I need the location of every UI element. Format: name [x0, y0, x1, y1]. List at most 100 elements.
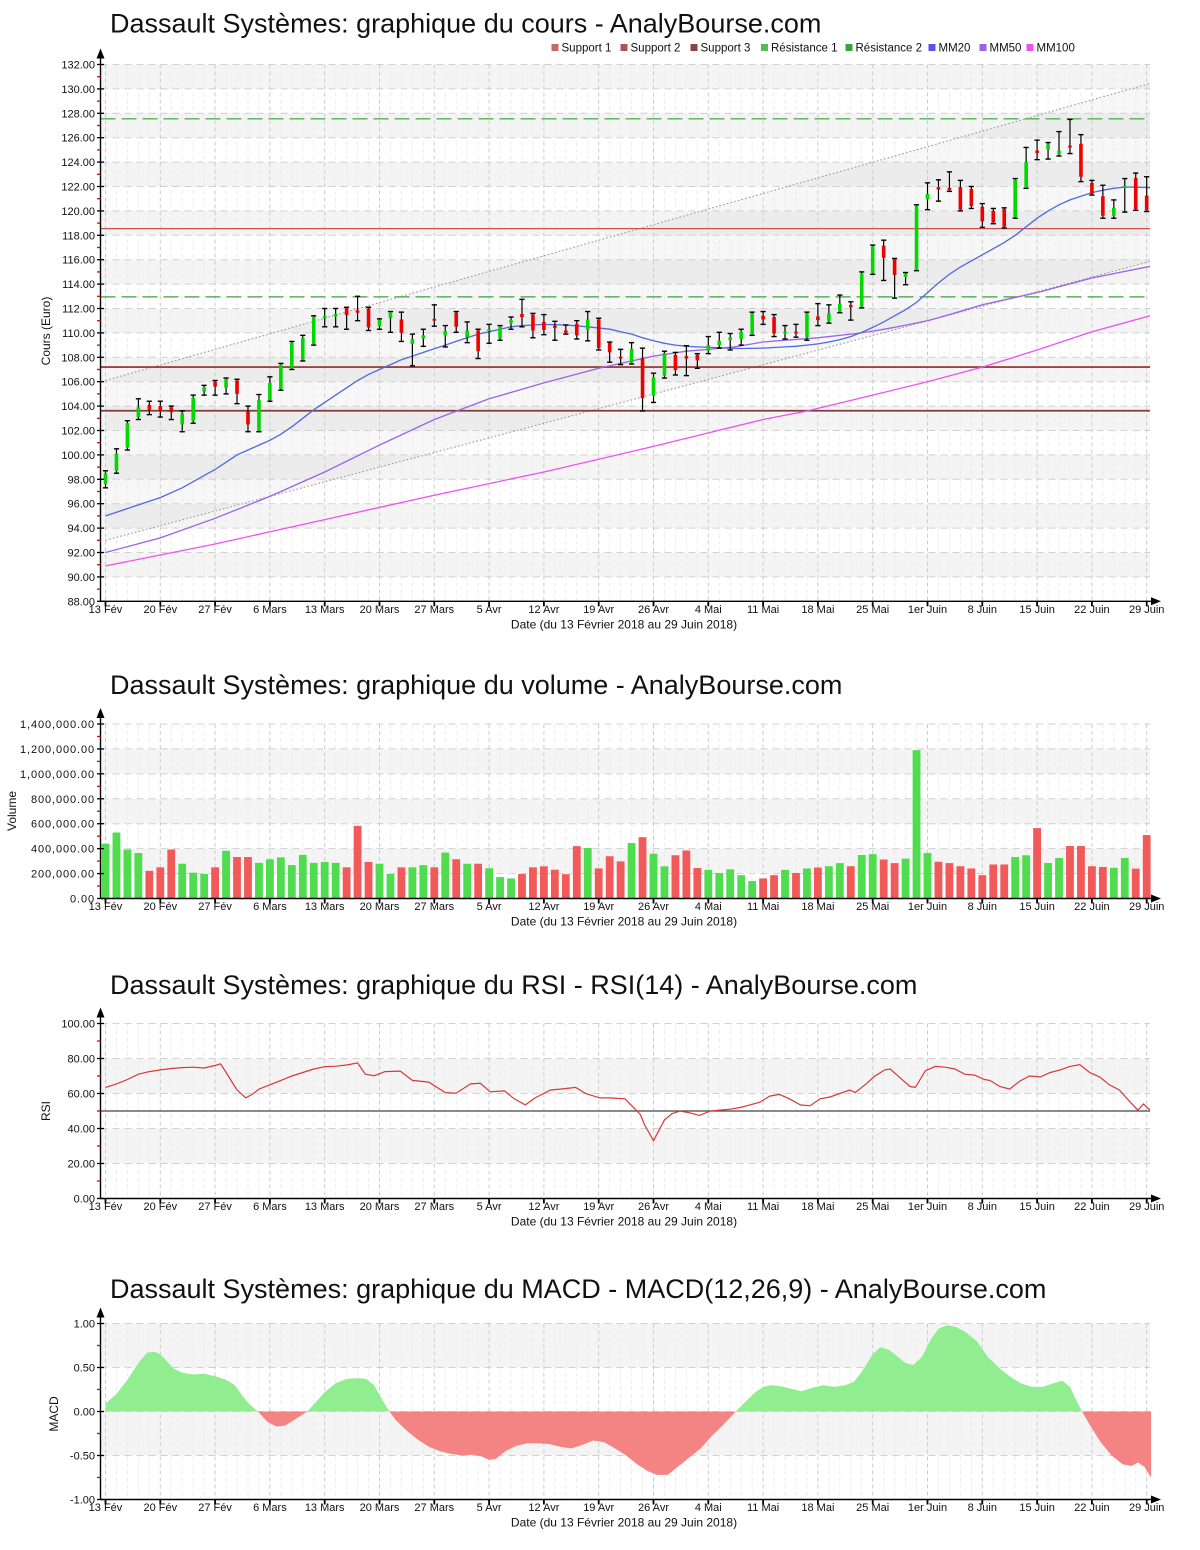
svg-text:200,000.00: 200,000.00 [31, 869, 95, 881]
svg-text:Support 1: Support 1 [562, 43, 612, 55]
svg-text:13 Mars: 13 Mars [305, 1502, 345, 1514]
svg-text:5 Avr: 5 Avr [477, 1201, 502, 1213]
svg-text:1.00: 1.00 [74, 1319, 95, 1331]
svg-text:80.00: 80.00 [67, 1054, 95, 1066]
svg-text:92.00: 92.00 [67, 548, 95, 560]
svg-text:13 Mars: 13 Mars [305, 1201, 345, 1213]
svg-text:128.00: 128.00 [61, 108, 95, 120]
svg-text:110.00: 110.00 [62, 328, 95, 340]
svg-text:100.00: 100.00 [61, 1019, 95, 1031]
svg-text:12 Avr: 12 Avr [528, 901, 559, 913]
svg-text:26 Avr: 26 Avr [638, 901, 669, 913]
svg-text:13 Fév: 13 Fév [89, 604, 123, 616]
svg-text:8 Juin: 8 Juin [968, 1502, 997, 1514]
svg-text:4 Mai: 4 Mai [695, 1502, 722, 1514]
svg-text:122.00: 122.00 [61, 182, 95, 194]
svg-text:19 Avr: 19 Avr [583, 901, 614, 913]
svg-text:Dassault Systèmes: graphique d: Dassault Systèmes: graphique du MACD - M… [110, 1274, 1046, 1304]
svg-text:19 Avr: 19 Avr [583, 604, 614, 616]
svg-text:11 Mai: 11 Mai [747, 1201, 779, 1213]
svg-text:4 Mai: 4 Mai [695, 1201, 722, 1213]
svg-text:124.00: 124.00 [61, 157, 95, 169]
svg-text:100.00: 100.00 [61, 450, 95, 462]
svg-text:116.00: 116.00 [62, 255, 95, 267]
svg-text:26 Avr: 26 Avr [638, 604, 669, 616]
svg-text:27 Fév: 27 Fév [198, 1502, 232, 1514]
svg-text:29 Juin: 29 Juin [1129, 604, 1164, 616]
svg-text:19 Avr: 19 Avr [583, 1502, 614, 1514]
svg-text:20 Mars: 20 Mars [360, 1502, 400, 1514]
svg-text:25 Mai: 25 Mai [856, 901, 889, 913]
svg-text:98.00: 98.00 [67, 474, 95, 486]
svg-text:120.00: 120.00 [61, 206, 95, 218]
svg-text:25 Mai: 25 Mai [856, 604, 889, 616]
svg-text:20.00: 20.00 [67, 1159, 95, 1171]
svg-text:Résistance 2: Résistance 2 [856, 43, 922, 55]
svg-text:12 Avr: 12 Avr [528, 604, 559, 616]
svg-text:13 Mars: 13 Mars [305, 604, 345, 616]
svg-text:8 Juin: 8 Juin [968, 901, 997, 913]
svg-text:15 Juin: 15 Juin [1019, 604, 1054, 616]
svg-text:88.00: 88.00 [67, 596, 95, 608]
svg-text:1er Juin: 1er Juin [908, 1502, 947, 1514]
svg-text:1,200,000.00: 1,200,000.00 [20, 744, 95, 756]
svg-text:29 Juin: 29 Juin [1129, 1502, 1164, 1514]
svg-text:6 Mars: 6 Mars [253, 1502, 287, 1514]
svg-text:0.00: 0.00 [70, 894, 95, 906]
svg-text:1er Juin: 1er Juin [908, 604, 947, 616]
svg-text:114.00: 114.00 [62, 279, 95, 291]
svg-text:15 Juin: 15 Juin [1019, 1502, 1054, 1514]
svg-text:Dassault Systèmes: graphique d: Dassault Systèmes: graphique du cours - … [110, 9, 821, 39]
svg-text:27 Fév: 27 Fév [198, 1201, 232, 1213]
svg-text:1,400,000.00: 1,400,000.00 [20, 719, 95, 731]
svg-text:13 Fév: 13 Fév [89, 1201, 123, 1213]
svg-text:15 Juin: 15 Juin [1019, 1201, 1054, 1213]
svg-text:Date (du 13 Février 2018 au 29: Date (du 13 Février 2018 au 29 Juin 2018… [511, 1215, 737, 1229]
svg-text:94.00: 94.00 [67, 523, 95, 535]
svg-text:0.00: 0.00 [74, 1194, 95, 1206]
svg-text:4 Mai: 4 Mai [695, 901, 722, 913]
svg-text:Date (du 13 Février 2018 au 29: Date (du 13 Février 2018 au 29 Juin 2018… [511, 1516, 737, 1530]
svg-text:MACD: MACD [47, 1396, 61, 1432]
svg-text:18 Mai: 18 Mai [801, 1201, 834, 1213]
svg-text:13 Fév: 13 Fév [89, 901, 123, 913]
svg-text:800,000.00: 800,000.00 [31, 794, 95, 806]
svg-text:Volume: Volume [5, 791, 19, 831]
svg-text:8 Juin: 8 Juin [968, 1201, 997, 1213]
svg-text:13 Mars: 13 Mars [305, 901, 345, 913]
svg-text:20 Mars: 20 Mars [360, 604, 400, 616]
svg-text:1er Juin: 1er Juin [908, 1201, 947, 1213]
svg-text:22 Juin: 22 Juin [1074, 604, 1109, 616]
svg-text:18 Mai: 18 Mai [801, 901, 834, 913]
svg-text:Support 2: Support 2 [631, 43, 681, 55]
svg-text:4 Mai: 4 Mai [695, 604, 722, 616]
svg-text:106.00: 106.00 [61, 377, 95, 389]
svg-text:20 Fév: 20 Fév [143, 604, 177, 616]
svg-text:MM100: MM100 [1037, 43, 1075, 55]
svg-text:Date (du 13 Février 2018 au 29: Date (du 13 Février 2018 au 29 Juin 2018… [511, 915, 737, 929]
svg-text:102.00: 102.00 [61, 426, 95, 438]
svg-text:19 Avr: 19 Avr [583, 1201, 614, 1213]
svg-text:12 Avr: 12 Avr [528, 1201, 559, 1213]
svg-text:20 Fév: 20 Fév [143, 901, 177, 913]
svg-text:25 Mai: 25 Mai [856, 1502, 889, 1514]
svg-text:Cours (Euro): Cours (Euro) [39, 297, 53, 366]
svg-text:0.50: 0.50 [74, 1363, 95, 1375]
svg-text:27 Mars: 27 Mars [414, 604, 454, 616]
svg-text:27 Fév: 27 Fév [198, 604, 232, 616]
svg-text:20 Fév: 20 Fév [143, 1201, 177, 1213]
svg-text:126.00: 126.00 [61, 133, 95, 145]
svg-text:29 Juin: 29 Juin [1129, 901, 1164, 913]
svg-text:RSI: RSI [39, 1101, 53, 1121]
svg-text:-1.00: -1.00 [70, 1495, 95, 1507]
svg-text:96.00: 96.00 [67, 499, 95, 511]
svg-text:18 Mai: 18 Mai [801, 1502, 834, 1514]
svg-text:Dassault Systèmes: graphique d: Dassault Systèmes: graphique du volume -… [110, 670, 842, 700]
svg-text:400,000.00: 400,000.00 [31, 844, 95, 856]
svg-text:27 Mars: 27 Mars [414, 901, 454, 913]
svg-text:Support 3: Support 3 [701, 43, 751, 55]
svg-text:27 Mars: 27 Mars [414, 1502, 454, 1514]
svg-text:6 Mars: 6 Mars [253, 1201, 287, 1213]
svg-text:20 Mars: 20 Mars [360, 1201, 400, 1213]
svg-text:26 Avr: 26 Avr [638, 1502, 669, 1514]
